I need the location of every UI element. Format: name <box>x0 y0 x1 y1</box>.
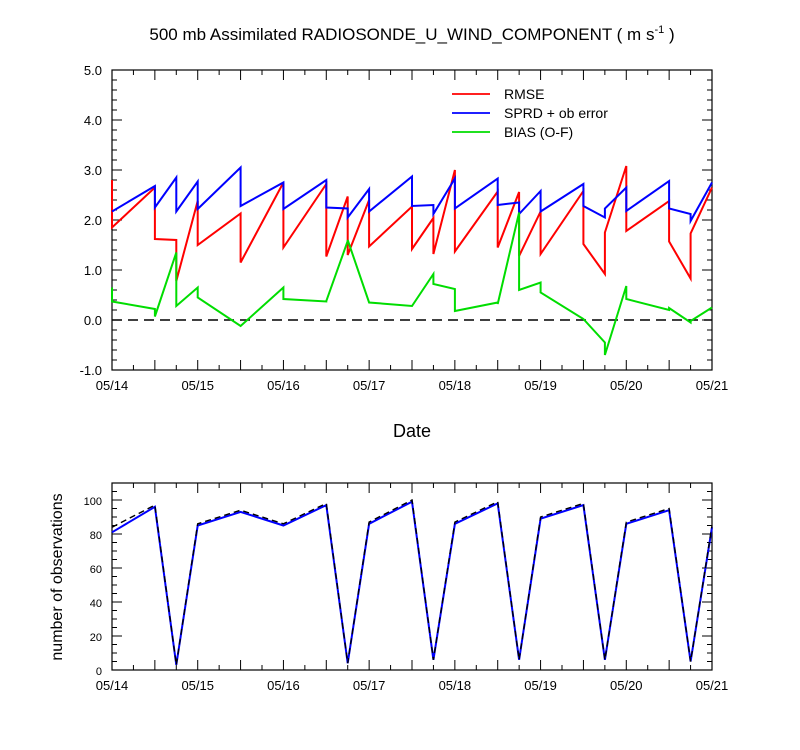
y-tick-label: 40 <box>90 598 102 610</box>
bottom-panel: 05/14 05/15 05/16 05/17 05/18 05/19 05/20 05/21… <box>84 482 729 693</box>
chart-title: 500 mb Assimilated RADIOSONDE_U_WIND_COM… <box>149 24 674 44</box>
legend-label-rmse: RMSE <box>504 86 544 102</box>
top-panel: 05/14 05/15 05/16 05/17 05/18 05/19 05/20 05/21… <box>80 63 729 393</box>
x-tick-label: 05/19 <box>524 378 557 393</box>
x-tick-label: 05/15 <box>181 678 214 693</box>
y-tick-label: 20 <box>90 632 102 644</box>
legend-label-bias: BIAS (O-F) <box>504 124 573 140</box>
y-tick-label: 60 <box>90 564 102 576</box>
series-line-bias-o-f <box>111 212 713 356</box>
y-tick-label: 0.0 <box>84 313 102 328</box>
y-tick-label: 80 <box>90 530 102 542</box>
series-line-observations-used <box>111 500 713 666</box>
x-tick-label: 05/19 <box>524 678 557 693</box>
x-tick-label: 05/20 <box>610 378 643 393</box>
x-tick-label: 05/20 <box>610 678 643 693</box>
x-tick-label: 05/18 <box>439 378 472 393</box>
series-line-sprd-ob-error <box>111 165 713 225</box>
legend: RMSE SPRD + ob error BIAS (O-F) <box>452 86 608 140</box>
x-tick-label: 05/14 <box>96 678 129 693</box>
series-line-observations-possible <box>111 498 713 666</box>
y-tick-label: 5.0 <box>84 63 102 78</box>
y-tick-label: 0 <box>96 666 102 678</box>
chart-title-sup: -1 <box>654 24 664 36</box>
x-tick-label: 05/16 <box>267 678 300 693</box>
plot-frame <box>111 482 713 671</box>
x-tick-label: 05/14 <box>96 378 129 393</box>
x-axis-label: Date <box>393 421 431 441</box>
x-tick-label: 05/16 <box>267 378 300 393</box>
x-tick-label: 05/15 <box>181 378 214 393</box>
chart-title-end: ) <box>664 25 674 44</box>
x-tick-label: 05/17 <box>353 678 386 693</box>
x-tick-label: 05/21 <box>696 378 729 393</box>
x-tick-label: 05/18 <box>439 678 472 693</box>
series-line-rmse <box>111 165 713 283</box>
x-tick-label: 05/21 <box>696 678 729 693</box>
legend-label-sprd: SPRD + ob error <box>504 105 608 121</box>
y-tick-label: 3.0 <box>84 163 102 178</box>
y-axis-label-observations: number of observations <box>49 493 66 660</box>
y-tick-label: 4.0 <box>84 113 102 128</box>
x-tick-label: 05/17 <box>353 378 386 393</box>
y-tick-label: -1.0 <box>80 363 102 378</box>
y-tick-label: 100 <box>84 496 102 508</box>
y-tick-label: 1.0 <box>84 263 102 278</box>
y-tick-label: 2.0 <box>84 213 102 228</box>
chart-title-main: 500 mb Assimilated RADIOSONDE_U_WIND_COM… <box>149 25 654 44</box>
